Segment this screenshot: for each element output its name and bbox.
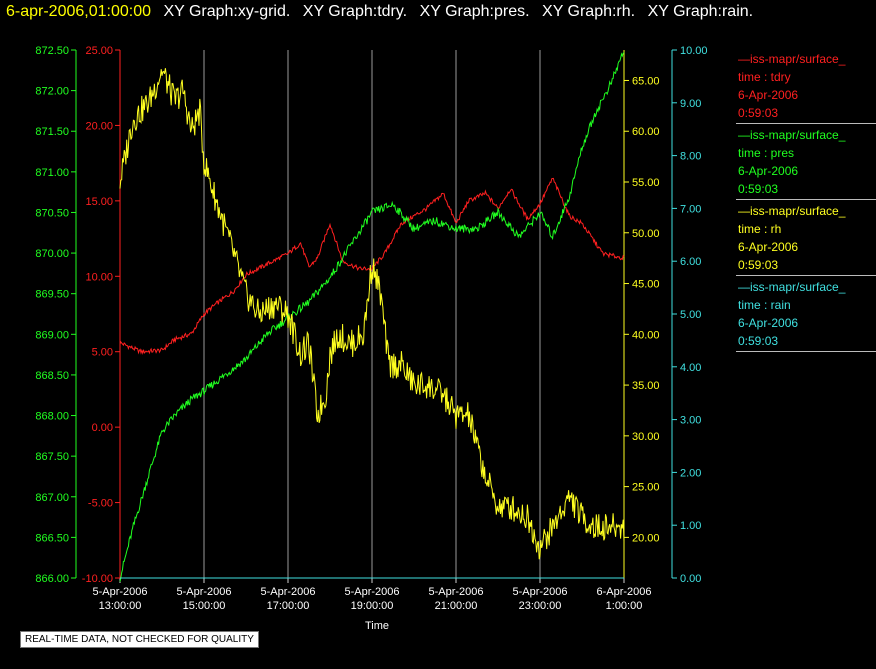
rain-tick-label: 5.00 xyxy=(680,309,701,321)
x-tick-label-time: 15:00:00 xyxy=(183,600,226,612)
rain-tick-label: 0.00 xyxy=(680,573,701,585)
quality-notice: REAL-TIME DATA, NOT CHECKED FOR QUALITY xyxy=(20,631,259,648)
tdry-tick-label: -5.00 xyxy=(88,498,113,510)
title-bar: 6-apr-2006,01:00:00 XY Graph:xy-grid. XY… xyxy=(6,3,753,25)
legend-dataset: —iss-mapr/surface_ xyxy=(738,128,846,142)
pres-tick-label: 866.00 xyxy=(35,573,69,585)
rh-tick-label: 30.00 xyxy=(632,431,660,443)
x-tick-label-time: 1:00:00 xyxy=(606,600,643,612)
legend-time: 0:59:03 xyxy=(738,258,779,272)
legend-date: 6-Apr-2006 xyxy=(738,316,799,330)
series-line-pres xyxy=(119,52,625,582)
x-tick-label-date: 5-Apr-2006 xyxy=(92,586,147,598)
rain-tick-label: 8.00 xyxy=(680,151,701,163)
legend-time: 0:59:03 xyxy=(738,106,779,120)
rh-tick-label: 65.00 xyxy=(632,75,660,87)
tdry-tick-label: 20.00 xyxy=(85,120,113,132)
rain-tick-label: 1.00 xyxy=(680,520,701,532)
legend-date: 6-Apr-2006 xyxy=(738,240,799,254)
x-axis-label: Time xyxy=(365,620,389,632)
pres-tick-label: 869.00 xyxy=(35,329,69,341)
pres-tick-label: 872.50 xyxy=(35,45,69,57)
rh-tick-label: 20.00 xyxy=(632,532,660,544)
x-tick-label-date: 5-Apr-2006 xyxy=(344,586,399,598)
rain-tick-label: 3.00 xyxy=(680,415,701,427)
pres-tick-label: 869.50 xyxy=(35,289,69,301)
rain-tick-label: 7.00 xyxy=(680,203,701,215)
rh-tick-label: 50.00 xyxy=(632,228,660,240)
x-tick-label-date: 5-Apr-2006 xyxy=(260,586,315,598)
rh-tick-label: 25.00 xyxy=(632,482,660,494)
x-tick-label-time: 13:00:00 xyxy=(99,600,142,612)
legend-entry-tdry[interactable]: —iss-mapr/surface_ time : tdry 6-Apr-200… xyxy=(736,50,876,124)
x-tick-label-time: 23:00:00 xyxy=(519,600,562,612)
legend-dataset: —iss-mapr/surface_ xyxy=(738,280,846,294)
pres-tick-label: 867.00 xyxy=(35,492,69,504)
tdry-tick-label: 5.00 xyxy=(92,347,113,359)
pres-tick-label: 866.50 xyxy=(35,532,69,544)
legend-field: time : pres xyxy=(738,146,795,160)
pres-tick-label: 868.00 xyxy=(35,411,69,423)
rh-tick-label: 45.00 xyxy=(632,279,660,291)
legend: —iss-mapr/surface_ time : tdry 6-Apr-200… xyxy=(736,50,876,354)
pres-tick-label: 868.50 xyxy=(35,370,69,382)
x-tick-label-time: 17:00:00 xyxy=(267,600,310,612)
graph-name-rain[interactable]: XY Graph:rain. xyxy=(647,3,754,20)
pres-tick-label: 872.00 xyxy=(35,86,69,98)
pres-tick-label: 871.00 xyxy=(35,167,69,179)
rh-tick-label: 55.00 xyxy=(632,177,660,189)
rain-tick-label: 4.00 xyxy=(680,362,701,374)
pres-tick-label: 867.50 xyxy=(35,451,69,463)
legend-entry-pres[interactable]: —iss-mapr/surface_ time : pres 6-Apr-200… xyxy=(736,126,876,200)
x-tick-label-time: 19:00:00 xyxy=(351,600,394,612)
graph-name-tdry[interactable]: XY Graph:tdry. xyxy=(302,3,408,20)
legend-dataset: —iss-mapr/surface_ xyxy=(738,204,846,218)
rh-tick-label: 60.00 xyxy=(632,126,660,138)
legend-entry-rain[interactable]: —iss-mapr/surface_ time : rain 6-Apr-200… xyxy=(736,278,876,352)
legend-time: 0:59:03 xyxy=(738,334,779,348)
x-tick-label-date: 6-Apr-2006 xyxy=(596,586,651,598)
legend-field: time : rain xyxy=(738,298,791,312)
tdry-tick-label: 0.00 xyxy=(92,422,113,434)
rain-tick-label: 6.00 xyxy=(680,256,701,268)
legend-time: 0:59:03 xyxy=(738,182,779,196)
tdry-tick-label: 10.00 xyxy=(85,271,113,283)
graph-name-rh[interactable]: XY Graph:rh. xyxy=(542,3,636,20)
rh-tick-label: 40.00 xyxy=(632,329,660,341)
tdry-tick-label: 15.00 xyxy=(85,196,113,208)
series-line-tdry xyxy=(119,177,625,356)
rain-tick-label: 2.00 xyxy=(680,467,701,479)
legend-date: 6-Apr-2006 xyxy=(738,88,799,102)
tdry-tick-label: 25.00 xyxy=(85,45,113,57)
timestamp: 6-apr-2006,01:00:00 xyxy=(6,3,151,20)
x-tick-label-date: 5-Apr-2006 xyxy=(428,586,483,598)
legend-dataset: —iss-mapr/surface_ xyxy=(738,52,846,66)
x-tick-label-time: 21:00:00 xyxy=(435,600,478,612)
pres-tick-label: 871.50 xyxy=(35,126,69,138)
graph-name-pres[interactable]: XY Graph:pres. xyxy=(419,3,530,20)
rh-tick-label: 35.00 xyxy=(632,380,660,392)
legend-field: time : tdry xyxy=(738,70,791,84)
graph-name-xy-grid[interactable]: XY Graph:xy-grid. xyxy=(163,3,291,20)
tdry-tick-label: -10.00 xyxy=(82,573,113,585)
legend-date: 6-Apr-2006 xyxy=(738,164,799,178)
legend-entry-rh[interactable]: —iss-mapr/surface_ time : rh 6-Apr-2006 … xyxy=(736,202,876,276)
series-line-rh xyxy=(119,68,625,560)
x-tick-label-date: 5-Apr-2006 xyxy=(176,586,231,598)
pres-tick-label: 870.50 xyxy=(35,207,69,219)
rain-tick-label: 10.00 xyxy=(680,45,708,57)
pres-tick-label: 870.00 xyxy=(35,248,69,260)
rain-tick-label: 9.00 xyxy=(680,98,701,110)
x-tick-label-date: 5-Apr-2006 xyxy=(512,586,567,598)
legend-field: time : rh xyxy=(738,222,782,236)
